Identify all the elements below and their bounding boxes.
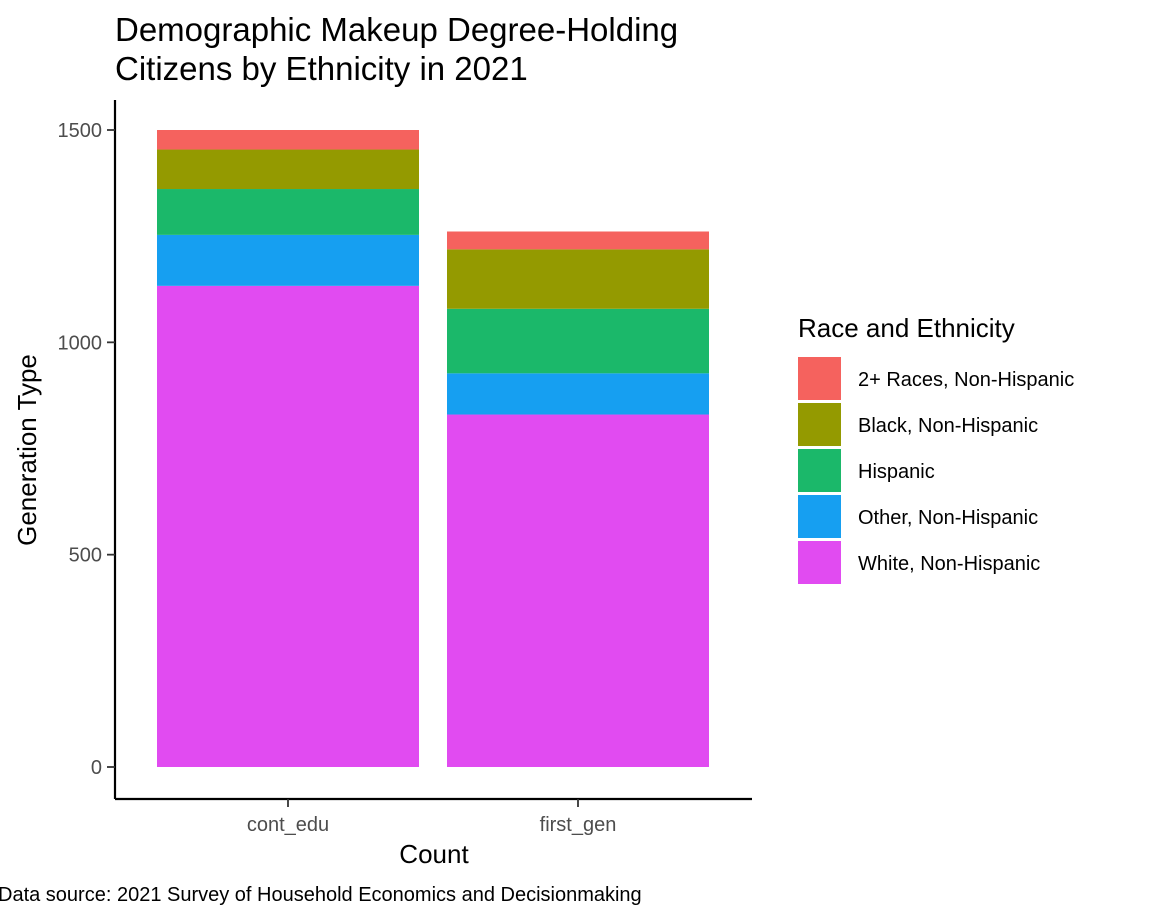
- bar-cont_edu-other-non-hispanic: [157, 234, 419, 286]
- bar-first_gen-white-non-hispanic: [447, 414, 709, 767]
- y-tick-label: 0: [91, 757, 102, 779]
- chart-title-line-2: Citizens by Ethnicity in 2021: [115, 50, 528, 87]
- legend-label: 2+ Races, Non-Hispanic: [858, 369, 1074, 391]
- legend-key: [798, 495, 841, 538]
- legend-items: 2+ Races, Non-Hispanic Black, Non-Hispani…: [798, 357, 1074, 584]
- legend: Race and Ethnicity 2+ Races, Non-Hispani…: [798, 313, 1074, 584]
- legend-title: Race and Ethnicity: [798, 313, 1015, 343]
- bar-first_gen-2-races-non-hispanic: [447, 231, 709, 250]
- legend-key: [798, 541, 841, 584]
- bar-cont_edu-white-non-hispanic: [157, 285, 419, 767]
- bar-cont_edu-2-races-non-hispanic: [157, 130, 419, 150]
- legend-label: Other, Non-Hispanic: [858, 507, 1038, 529]
- x-tick-label: cont_edu: [247, 814, 329, 836]
- legend-label: Hispanic: [858, 461, 935, 483]
- x-axis-title: Count: [399, 839, 469, 869]
- bar-first_gen-black-non-hispanic: [447, 249, 709, 309]
- chart-title-line-1: Demographic Makeup Degree-Holding: [115, 11, 678, 48]
- legend-label: Black, Non-Hispanic: [858, 415, 1038, 437]
- bar-first_gen-hispanic: [447, 308, 709, 374]
- bar-first_gen-other-non-hispanic: [447, 373, 709, 415]
- legend-key: [798, 357, 841, 400]
- bar-cont_edu-black-non-hispanic: [157, 149, 419, 190]
- caption: Data source: 2021 Survey of Household Ec…: [0, 884, 642, 906]
- y-tick-label: 1500: [58, 120, 103, 142]
- legend-key: [798, 403, 841, 446]
- y-tick-label: 500: [69, 545, 102, 567]
- chart-title: Demographic Makeup Degree-Holding Citize…: [115, 11, 678, 87]
- axes: 0 500 1000 1500 cont_edu first_gen: [58, 100, 752, 836]
- x-tick-label: first_gen: [540, 814, 617, 836]
- bar-cont_edu-hispanic: [157, 189, 419, 235]
- y-axis-title: Generation Type: [12, 354, 42, 546]
- legend-label: White, Non-Hispanic: [858, 553, 1040, 575]
- y-tick-label: 1000: [58, 332, 103, 354]
- legend-key: [798, 449, 841, 492]
- plot-area: [157, 130, 709, 767]
